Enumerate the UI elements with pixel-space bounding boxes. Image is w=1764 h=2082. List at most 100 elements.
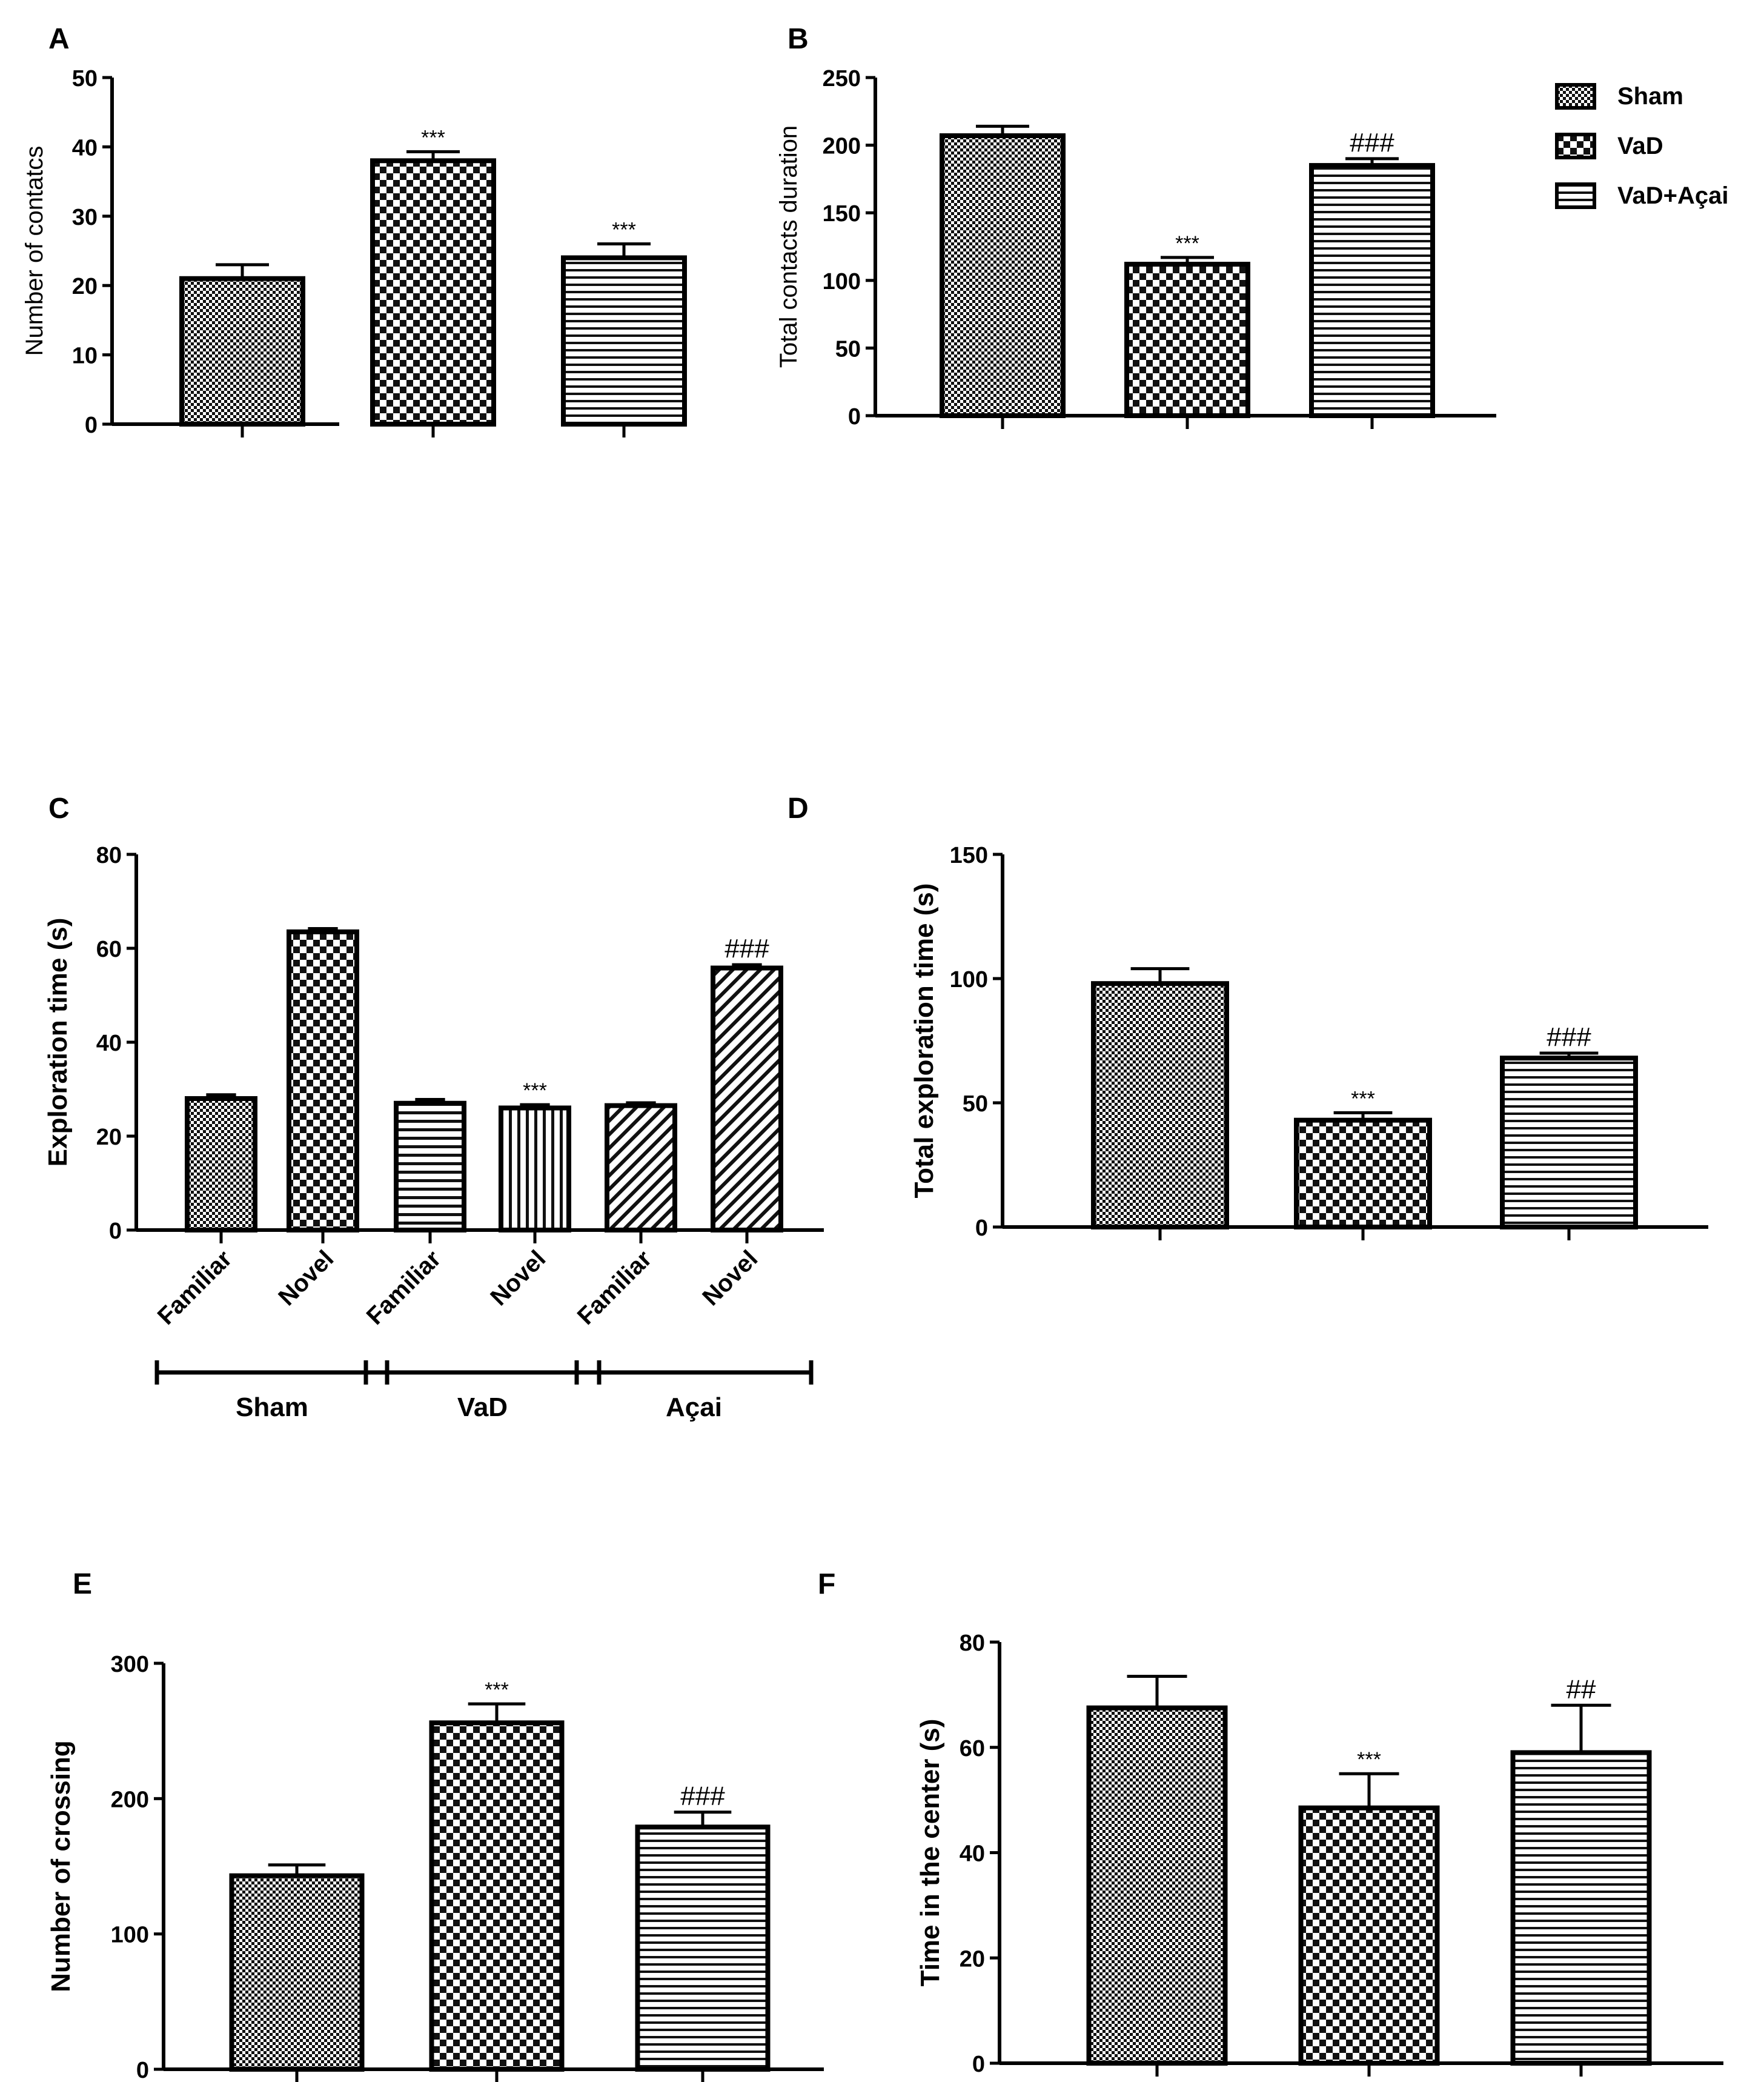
- legend-entry-sham: Sham: [1555, 83, 1683, 110]
- legend-entry-vad: VaD: [1555, 133, 1663, 159]
- significance-label: ***: [523, 1079, 547, 1102]
- legend-swatch-sham: [1555, 83, 1596, 110]
- y-tick-label: 30: [72, 205, 98, 230]
- legend: Sham VaD VaD+Açai: [1555, 83, 1728, 209]
- x-tick-label: Novel: [273, 1245, 339, 1311]
- y-axis-title: Total contacts duration: [775, 125, 802, 368]
- panels: A 0 10 20 30 40 50 Number of contatcs *** *** B 0 50…: [21, 23, 1723, 2082]
- group-bracket: Açai: [574, 1360, 814, 1422]
- y-tick-label: 80: [96, 843, 122, 868]
- y-tick-label: 60: [96, 937, 122, 962]
- bar: [711, 965, 783, 1233]
- y-tick-label: 20: [960, 1946, 985, 1972]
- y-tick-label: 50: [835, 336, 861, 362]
- y-tick-label: 40: [72, 135, 98, 161]
- bar: [287, 929, 359, 1232]
- legend-label-sham: Sham: [1617, 83, 1683, 110]
- panel-label: B: [788, 23, 809, 55]
- bar: [940, 133, 1066, 418]
- panel-label: D: [788, 793, 809, 825]
- bar: [1500, 1056, 1638, 1229]
- x-tick-label: Familiar: [572, 1245, 657, 1330]
- y-tick-label: 100: [950, 967, 988, 993]
- y-tick-label: 150: [823, 201, 861, 227]
- panel-c: C 0 20 40 60 80 Exploration time (s) *** ### Fami…: [43, 793, 824, 1422]
- significance-label: ###: [1547, 1022, 1591, 1052]
- bar: [1309, 163, 1435, 418]
- group-bracket: VaD: [363, 1360, 602, 1422]
- legend-label-acai: VaD+Açai: [1617, 182, 1728, 209]
- y-tick-label: 20: [96, 1125, 122, 1150]
- significance-label: ***: [485, 1678, 509, 1701]
- panel-e: E 0 100 200 300 Number of crossing *** ###: [46, 1568, 824, 2082]
- y-axis-title: Time in the center (s): [915, 1719, 945, 1987]
- legend-label-vad: VaD: [1617, 133, 1663, 159]
- bar: [370, 158, 496, 427]
- x-tick-label: Familiar: [153, 1245, 237, 1330]
- x-tick-label: Novel: [697, 1245, 763, 1311]
- y-tick-label: 40: [96, 1031, 122, 1056]
- y-axis-title: Number of contatcs: [21, 146, 48, 356]
- y-tick-label: 40: [960, 1841, 985, 1867]
- y-tick-label: 10: [72, 344, 98, 369]
- y-tick-label: 20: [72, 274, 98, 299]
- panel-label: C: [48, 793, 70, 825]
- panel-label: E: [73, 1568, 92, 1600]
- y-tick-label: 50: [963, 1091, 988, 1117]
- y-tick-label: 50: [72, 66, 98, 91]
- panel-f: F 0 20 40 60 80 Time in the center (s) *** ##: [818, 1568, 1723, 2077]
- y-tick-label: 200: [111, 1787, 149, 1812]
- y-tick-label: 250: [823, 66, 861, 91]
- bar: [179, 276, 305, 427]
- y-tick-label: 200: [823, 134, 861, 159]
- panel-a: A 0 10 20 30 40 50 Number of contatcs *** ***: [21, 23, 687, 438]
- bar: [635, 1824, 771, 2072]
- y-tick-label: 0: [848, 404, 861, 430]
- significance-label: ###: [680, 1781, 725, 1811]
- bar: [1510, 1750, 1652, 2066]
- bar: [499, 1105, 571, 1232]
- legend-entry-acai: VaD+Açai: [1555, 182, 1728, 209]
- x-tick-label: Novel: [485, 1245, 551, 1311]
- significance-label: ***: [1357, 1748, 1381, 1771]
- significance-label: ***: [421, 126, 445, 149]
- bar: [1086, 1705, 1228, 2066]
- significance-label: ***: [1175, 232, 1199, 255]
- y-axis-title: Number of crossing: [46, 1740, 76, 1992]
- bar: [429, 1720, 565, 2072]
- y-tick-label: 0: [109, 1219, 122, 1244]
- significance-label: ###: [724, 934, 769, 963]
- y-tick-label: 100: [111, 1923, 149, 1948]
- bar: [1091, 981, 1229, 1229]
- y-tick-label: 150: [950, 843, 988, 868]
- bar: [1294, 1117, 1432, 1229]
- panel-b: B 0 50 100 150 200 250 Total contacts duration *…: [775, 23, 1496, 430]
- significance-label: ***: [1351, 1087, 1375, 1110]
- y-tick-label: 0: [85, 413, 98, 438]
- legend-swatch-acai: [1555, 182, 1596, 209]
- y-axis-title: Total exploration time (s): [909, 883, 939, 1199]
- group-label: Açai: [666, 1392, 722, 1422]
- significance-label: ***: [612, 219, 636, 242]
- bar: [605, 1103, 677, 1232]
- bar: [394, 1100, 466, 1232]
- bar: [1124, 262, 1250, 418]
- bar: [185, 1096, 257, 1232]
- y-tick-label: 0: [972, 2052, 985, 2077]
- bar: [229, 1873, 365, 2072]
- y-axis-title: Exploration time (s): [43, 918, 73, 1167]
- group-label: Sham: [236, 1392, 308, 1422]
- y-tick-label: 300: [111, 1652, 149, 1677]
- bar: [1298, 1805, 1440, 2066]
- panel-label: F: [818, 1568, 835, 1600]
- significance-label: ###: [1350, 128, 1394, 158]
- bar: [561, 255, 687, 427]
- y-tick-label: 80: [960, 1631, 985, 1656]
- x-tick-label: Familiar: [362, 1245, 446, 1330]
- panel-d: D 0 50 100 150 Total exploration time (s) *** #…: [788, 793, 1708, 1241]
- significance-label: ##: [1567, 1674, 1596, 1704]
- legend-swatch-vad: [1555, 133, 1596, 159]
- panel-label: A: [48, 23, 70, 55]
- y-tick-label: 0: [975, 1216, 988, 1241]
